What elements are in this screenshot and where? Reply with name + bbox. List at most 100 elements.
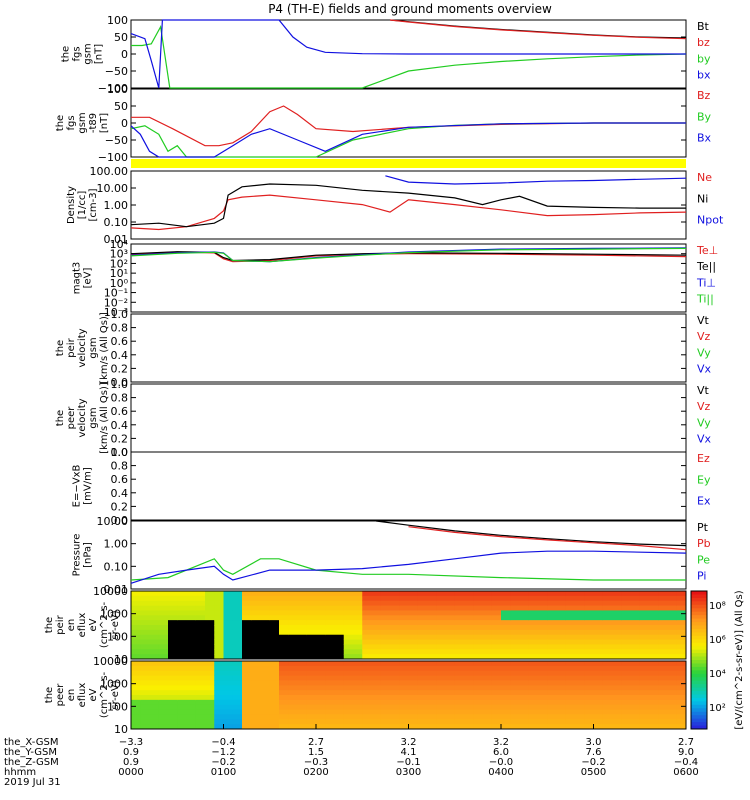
spectrogram-cell xyxy=(639,699,650,706)
x-tick-label: −0.3 xyxy=(304,757,328,768)
panel-peir_velocity: 1.00.80.60.40.20.0thepeirvelocitygsm[km/… xyxy=(55,308,712,389)
spectrogram-cell xyxy=(658,610,668,616)
spectrogram-cell xyxy=(501,699,511,706)
spectrogram-cell xyxy=(658,719,668,725)
spectrogram-cell xyxy=(362,595,372,602)
spectrogram-cell xyxy=(510,719,520,725)
spectrogram-cell xyxy=(482,595,493,602)
spectrogram-cell xyxy=(205,595,215,602)
spectrogram-cell xyxy=(205,685,215,691)
spectrogram-cell xyxy=(593,600,604,607)
spectrogram-cell xyxy=(464,665,474,672)
spectrogram-cell xyxy=(454,661,465,667)
spectrogram-cell xyxy=(325,699,335,706)
spectrogram-cell xyxy=(602,714,613,720)
spectrogram-cell xyxy=(658,709,668,715)
spectrogram-cell xyxy=(676,620,687,626)
y-tick-label: 10.00 xyxy=(97,182,129,195)
spectrogram-cell xyxy=(501,675,511,681)
spectrogram-cell xyxy=(168,665,178,672)
spectrogram-cell xyxy=(214,699,224,706)
spectrogram-cell xyxy=(408,605,419,611)
spectrogram-cell xyxy=(612,709,622,715)
spectrogram-cell xyxy=(399,690,409,696)
spectrogram-cell xyxy=(519,615,530,621)
spectrogram-cell xyxy=(612,634,622,641)
spectrogram-cell xyxy=(140,629,150,636)
spectrogram-cell xyxy=(630,665,641,672)
spectrogram-cell xyxy=(658,620,668,626)
spectrogram-cell xyxy=(242,675,252,681)
spectrogram-cell xyxy=(251,620,261,626)
spectrogram-cell xyxy=(667,719,678,725)
spectrogram-cell xyxy=(362,600,372,607)
spectrogram-cell xyxy=(131,610,141,616)
spectrogram-cell xyxy=(390,714,400,720)
spectrogram-cell xyxy=(482,605,493,611)
spectrogram-cell xyxy=(223,639,234,645)
spectrogram-cell xyxy=(214,615,224,621)
spectrogram-cell xyxy=(528,709,539,715)
spectrogram-cell xyxy=(519,661,530,667)
spectrogram-cell xyxy=(390,615,400,621)
spectrogram-cell xyxy=(501,714,511,720)
spectrogram-cell xyxy=(353,610,363,616)
spectrogram-cell xyxy=(408,714,419,720)
spectrogram-cell xyxy=(649,649,659,655)
spectrogram-cell xyxy=(547,591,557,597)
y-axis-label-line: Pressure xyxy=(72,534,83,577)
time-axis: the_X-GSM −3.3 −0.4 2.7 3.2 3.2 3.0 2.7the_Y-GS… xyxy=(4,724,699,788)
spectrogram-cell xyxy=(547,629,557,636)
spectrogram-cell xyxy=(195,714,206,720)
spectrogram-cell xyxy=(306,639,317,645)
spectrogram-cell xyxy=(538,680,548,686)
spectrogram-cell xyxy=(575,680,585,686)
y-axis-label-line: (cm^2-s- xyxy=(99,601,110,648)
spectrogram-cell xyxy=(380,610,391,616)
spectrogram-cell xyxy=(195,595,206,602)
colorbar-step xyxy=(691,673,707,678)
series-line-bx xyxy=(130,19,686,89)
spectrogram-cell xyxy=(177,644,187,650)
spectrogram-cell xyxy=(649,591,659,597)
spectrogram-cell xyxy=(131,615,141,621)
spectrogram-cell xyxy=(362,639,372,645)
spectrogram-cell xyxy=(667,704,678,711)
spectrogram-cell xyxy=(417,680,428,686)
spectrogram-cell xyxy=(556,615,567,621)
spectrogram-cell xyxy=(547,625,557,631)
spectrogram-cell xyxy=(538,595,548,602)
spectrogram-cell xyxy=(676,699,687,706)
spectrogram-cell xyxy=(593,625,604,631)
spectrogram-cell xyxy=(427,634,437,641)
spectrogram-cell xyxy=(306,665,317,672)
y-tick-label: 0.4 xyxy=(111,419,129,432)
spectrogram-cell xyxy=(223,649,234,655)
y-tick-label: 1.0 xyxy=(111,308,129,321)
spectrogram-cell xyxy=(251,719,261,725)
y-tick-label: 1.0 xyxy=(111,378,129,391)
spectrogram-cell xyxy=(353,670,363,677)
spectrogram-cell xyxy=(621,661,631,667)
spectrogram-cell xyxy=(232,661,243,667)
spectrogram-cell xyxy=(445,724,456,730)
spectrogram-cell xyxy=(390,610,400,616)
spectrogram-cell xyxy=(593,670,604,677)
spectrogram-cell xyxy=(408,591,419,597)
spectrogram-cell xyxy=(436,661,446,667)
spectrogram-cell xyxy=(260,644,271,650)
spectrogram-cell xyxy=(417,665,428,672)
spectrogram-cell xyxy=(482,675,493,681)
spectrogram-cell xyxy=(602,680,613,686)
spectrogram-cell xyxy=(325,719,335,725)
spectrogram-cell xyxy=(658,644,668,650)
spectrogram-cell xyxy=(131,661,141,667)
spectrogram-cell xyxy=(186,719,197,725)
y-axis-label-line: [1/cc] xyxy=(77,191,88,220)
spectrogram-cell xyxy=(445,629,456,636)
spectrogram-cell xyxy=(649,595,659,602)
spectrogram-cell xyxy=(575,665,585,672)
spectrogram-cell xyxy=(667,724,678,730)
spectrogram-cell xyxy=(297,654,308,660)
spectrogram-cell xyxy=(131,690,141,696)
